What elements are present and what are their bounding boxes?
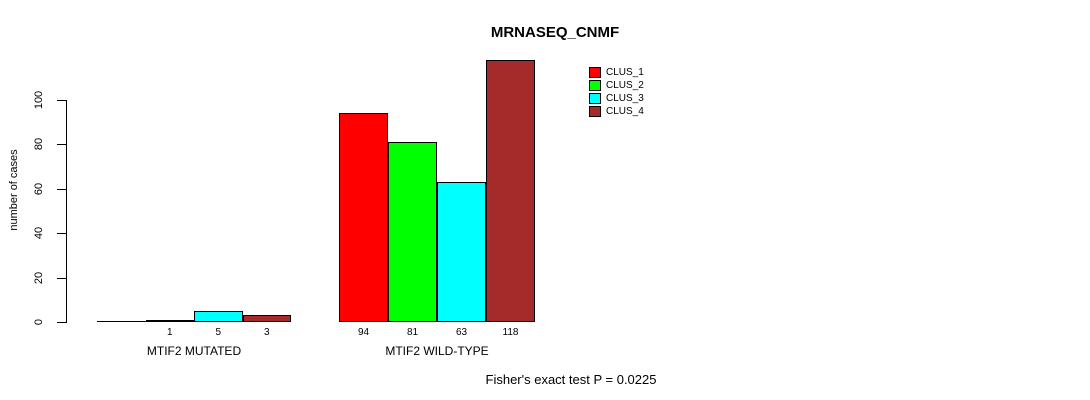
bar <box>194 311 243 322</box>
legend-swatch <box>589 80 601 91</box>
legend: CLUS_1 CLUS_2 CLUS_3 CLUS_4 <box>589 66 644 118</box>
bar <box>145 320 194 322</box>
bar <box>242 315 291 322</box>
legend-item: CLUS_1 <box>589 66 644 79</box>
bar-value-label: 118 <box>502 327 519 338</box>
legend-swatch <box>589 93 601 104</box>
group-label: MTIF2 MUTATED <box>146 344 242 358</box>
y-axis-line <box>66 100 67 323</box>
legend-swatch <box>589 67 601 78</box>
y-tick-label: 40 <box>33 226 45 240</box>
bar-value-label: 94 <box>357 327 370 338</box>
y-tick-label: 60 <box>33 182 45 196</box>
legend-item: CLUS_2 <box>589 79 644 92</box>
legend-label: CLUS_2 <box>606 79 644 91</box>
bar <box>486 60 535 322</box>
bar-value-label: 81 <box>406 327 419 338</box>
legend-label: CLUS_1 <box>606 66 644 78</box>
legend-label: CLUS_3 <box>606 92 644 104</box>
footer-annotation: Fisher's exact test P = 0.0225 <box>485 372 657 387</box>
y-axis-tick <box>57 278 66 279</box>
legend-item: CLUS_3 <box>589 92 644 105</box>
legend-item: CLUS_4 <box>589 105 644 118</box>
y-axis-tick <box>57 144 66 145</box>
bar <box>388 142 437 322</box>
bar-value-label: 3 <box>263 327 270 338</box>
bar-value-label: 1 <box>166 327 173 338</box>
bar-value-label: 5 <box>215 327 222 338</box>
y-tick-label: 80 <box>33 137 45 151</box>
bar-value-label: 63 <box>455 327 468 338</box>
y-axis-label: number of cases <box>8 149 20 231</box>
group-label: MTIF2 WILD-TYPE <box>385 344 489 358</box>
y-axis-tick <box>57 189 66 190</box>
y-axis-tick <box>57 233 66 234</box>
y-tick-label: 100 <box>33 90 45 110</box>
bar <box>97 321 146 322</box>
bar <box>339 113 388 322</box>
y-tick-label: 20 <box>33 271 45 285</box>
chart-title: MRNASEQ_CNMF <box>490 24 620 41</box>
legend-label: CLUS_4 <box>606 105 644 117</box>
bar <box>437 182 486 322</box>
y-tick-label: 0 <box>33 318 45 326</box>
y-axis-tick <box>57 100 66 101</box>
y-axis-tick <box>57 322 66 323</box>
legend-swatch <box>589 106 601 117</box>
